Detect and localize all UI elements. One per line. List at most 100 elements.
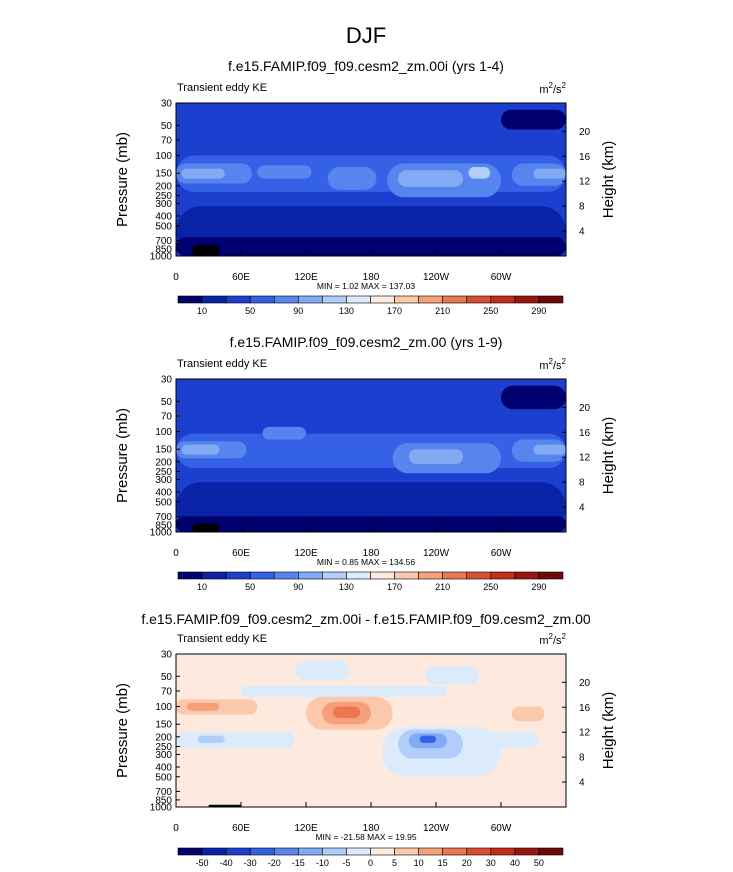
pressure-tick-label: 400 [155,763,172,774]
colorbar-swatch [322,847,347,856]
colorbar-swatch [538,295,564,304]
panel-title: f.e15.FAMIP.f09_f09.cesm2_zm.00 (yrs 1-9… [230,334,503,350]
field-contour-9 [511,706,545,722]
pressure-tick-label: 500 [155,497,172,508]
pressure-tick-label: 50 [161,672,173,683]
units-label: m2/s2 [539,357,566,372]
height-tick-label: 12 [579,728,591,739]
lon-tick-label: 60E [232,548,250,559]
y-axis-label-right: Height (km) [600,141,617,219]
colorbar-swatch [514,847,540,856]
field-contour-2 [241,685,447,697]
field-contour-11 [533,168,566,179]
colorbar-swatch [442,295,468,304]
colorbar-label: 50 [245,582,255,592]
panel-subtitle: Transient eddy KE [177,633,267,645]
pressure-tick-label: 700 [155,236,172,247]
lon-tick-label: 180 [363,823,380,834]
colorbar-swatch [466,847,492,856]
height-tick-label: 8 [579,753,585,764]
field [176,103,566,256]
colorbar-swatch [490,847,516,856]
field-contour-9 [533,444,566,455]
colorbar-label: 10 [197,582,207,592]
units-sup1: 2 [549,632,554,641]
pressure-tick-label: 700 [155,787,172,798]
y-axis-label: Pressure (mb) [114,408,131,503]
colorbar-swatch [346,571,371,580]
colorbar-label: 250 [483,306,498,316]
field-contour-1 [176,379,566,425]
colorbar-swatch [466,571,492,580]
lon-tick-label: 120W [423,548,450,559]
colorbar-label: 290 [531,582,546,592]
pressure-tick-label: 150 [155,169,172,180]
height-tick-label: 16 [579,152,591,163]
colorbar-label: -10 [316,858,329,868]
colorbar-swatch [370,295,395,304]
units-base: m [539,635,548,647]
units-mid: /s [553,84,562,96]
field-contour-15 [419,735,436,743]
colorbar-swatch [298,571,323,580]
colorbar-swatch [346,847,371,856]
colorbar-swatch [514,295,540,304]
pressure-tick-label: 100 [155,702,172,713]
pressure-tick-label: 850 [155,795,172,806]
field [176,379,566,532]
pressure-tick-label: 100 [155,151,172,162]
field-contour-14 [192,523,220,532]
units-sup2: 2 [562,632,567,641]
panels: f.e15.FAMIP.f09_f09.cesm2_zm.00i (yrs 1-… [114,58,617,868]
height-tick-label: 16 [579,428,591,439]
field-contour-12 [176,516,566,532]
units-sup1: 2 [549,81,554,90]
colorbar-label: 10 [197,306,207,316]
field-background [176,654,566,807]
height-tick-label: 20 [579,403,591,414]
colorbar-swatch [442,571,468,580]
lon-tick-label: 60E [232,272,250,283]
pressure-tick-label: 400 [155,212,172,223]
colorbar-swatch [394,571,419,580]
units-sup2: 2 [562,357,567,366]
pressure-tick-label: 100 [155,427,172,438]
colorbar-label: 210 [435,582,450,592]
colorbar-swatch [418,571,443,580]
field-contour-15 [501,109,566,130]
colorbar-swatch [177,571,203,580]
pressure-tick-label: 150 [155,720,172,731]
pressure-tick-label: 1000 [150,803,173,814]
field-contour-14 [176,237,566,256]
lon-tick-label: 0 [173,272,179,283]
colorbar-label: 130 [339,582,354,592]
colorbar-label: 0 [368,858,373,868]
colorbar-swatch [370,847,395,856]
field-contour-7 [408,449,464,464]
field-contour-17 [208,804,241,807]
field [176,654,566,807]
colorbar-swatch [249,295,275,304]
height-tick-label: 4 [579,503,585,514]
lon-tick-label: 0 [173,823,179,834]
units-label: m2/s2 [539,81,566,96]
lon-tick-label: 120E [294,548,318,559]
field-contour-5 [262,426,306,440]
units-sup2: 2 [562,81,567,90]
min-max-label: MIN = 0.85 MAX = 134.56 [317,557,416,567]
colorbar-swatch [538,571,564,580]
lon-tick-label: 120E [294,823,318,834]
colorbar-label: 5 [392,858,397,868]
lon-tick-label: 60W [491,548,512,559]
pressure-tick-label: 30 [161,99,173,110]
panel-1: f.e15.FAMIP.f09_f09.cesm2_zm.00i (yrs 1-… [114,58,617,316]
pressure-tick-label: 200 [155,181,172,192]
pressure-tick-label: 70 [161,135,173,146]
units-sup1: 2 [549,357,554,366]
pressure-tick-label: 500 [155,221,172,232]
colorbar-label: -50 [196,858,209,868]
colorbar-swatch [298,847,323,856]
lon-tick-label: 0 [173,548,179,559]
height-tick-label: 20 [579,127,591,138]
y-axis-label-right: Height (km) [600,417,617,495]
